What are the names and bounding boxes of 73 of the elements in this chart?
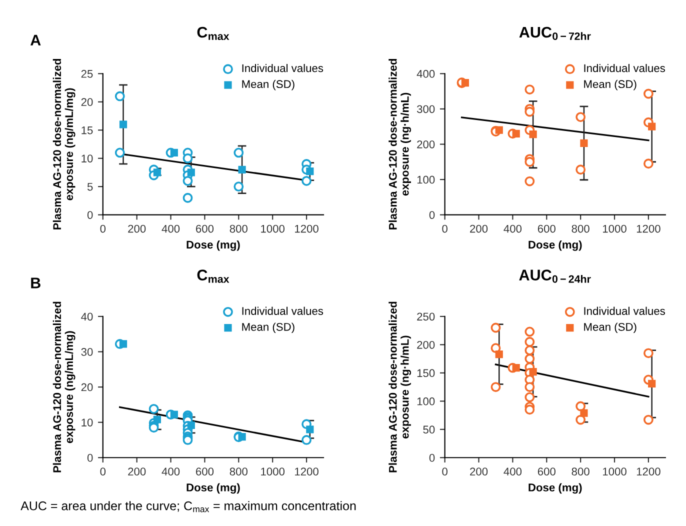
x-tick-label: 400 bbox=[162, 224, 180, 233]
y-tick-label: 40 bbox=[81, 312, 93, 321]
x-tick-label: 0 bbox=[100, 468, 106, 476]
legend-label: Mean (SD) bbox=[242, 322, 294, 334]
y-tick-label: 20 bbox=[81, 383, 93, 392]
y-tick-label: 150 bbox=[417, 369, 435, 378]
legend-label: Mean (SD) bbox=[584, 322, 636, 334]
y-tick-label: 100 bbox=[417, 397, 435, 406]
x-tick-label: 1000 bbox=[261, 468, 285, 476]
x-tick-label: 600 bbox=[538, 224, 556, 233]
legend-label: Individual values bbox=[584, 306, 665, 315]
legend-label: Individual values bbox=[584, 64, 665, 72]
x-tick-label: 600 bbox=[196, 468, 214, 476]
y-tick-label: 10 bbox=[82, 418, 93, 426]
y-axis-title: Plasma AG-120 dose-normalized exposure (ng/mL/mg) bbox=[52, 302, 76, 472]
chart-title: AUC$_{0−24hr}$ bbox=[519, 270, 591, 283]
x-axis-title: Dose (mg) bbox=[528, 483, 582, 494]
x-tick-label: 1200 bbox=[636, 468, 660, 476]
x-tick-label: 0 bbox=[100, 224, 106, 233]
x-tick-label: 1000 bbox=[603, 468, 626, 476]
x-tick-label: 0 bbox=[442, 468, 448, 476]
x-tick-label: 800 bbox=[572, 468, 590, 476]
y-tick-label: 0 bbox=[429, 454, 435, 462]
legend-label: Mean (SD) bbox=[584, 80, 636, 90]
x-tick-label: 200 bbox=[470, 224, 488, 233]
x-tick-label: 800 bbox=[572, 224, 590, 233]
x-axis-title: Dose (mg) bbox=[186, 240, 240, 251]
x-tick-label: 1200 bbox=[295, 468, 318, 476]
y-tick-label: 25 bbox=[81, 70, 93, 78]
legend-label: Mean (SD) bbox=[242, 80, 294, 90]
y-axis-title: Plasma AG-120 dose-normalized exposure (ng·h/mL) bbox=[388, 302, 412, 472]
chart-title: C$_{max}$ bbox=[197, 270, 230, 283]
y-tick-label: 10 bbox=[82, 154, 93, 162]
x-axis-title: Dose (mg) bbox=[186, 483, 240, 494]
legend-label: Individual values bbox=[242, 64, 324, 72]
x-tick-label: 200 bbox=[128, 468, 146, 476]
y-axis-title: Plasma AG-120 dose-normalized exposure (ng·h/mL) bbox=[388, 59, 412, 230]
y-tick-label: 50 bbox=[423, 426, 435, 434]
y-tick-label: 0 bbox=[429, 211, 435, 219]
text: AUC = area under the curve; C$_{max}$ = maximum concentration bbox=[20, 501, 356, 512]
x-tick-label: 400 bbox=[504, 224, 522, 233]
y-tick-label: 300 bbox=[416, 105, 435, 114]
x-tick-label: 1000 bbox=[603, 224, 626, 233]
chart-title: AUC$_{0−72hr}$ bbox=[519, 26, 591, 40]
x-tick-label: 0 bbox=[442, 224, 448, 233]
x-tick-label: 200 bbox=[128, 224, 146, 233]
y-tick-label: 15 bbox=[82, 126, 93, 134]
y-tick-label: 30 bbox=[81, 348, 93, 356]
y-tick-label: 0 bbox=[87, 211, 93, 219]
y-tick-label: 20 bbox=[81, 98, 93, 106]
text: A bbox=[30, 34, 41, 46]
x-tick-label: 1200 bbox=[295, 224, 318, 233]
x-tick-label: 400 bbox=[162, 468, 180, 476]
x-tick-label: 400 bbox=[504, 468, 522, 476]
x-tick-label: 200 bbox=[470, 468, 488, 476]
x-tick-label: 600 bbox=[538, 468, 556, 476]
chart-title: C$_{max}$ bbox=[197, 26, 230, 40]
y-tick-label: 200 bbox=[417, 340, 435, 349]
x-tick-label: 600 bbox=[196, 224, 214, 233]
x-tick-label: 800 bbox=[230, 224, 248, 233]
y-tick-label: 200 bbox=[417, 140, 435, 148]
y-tick-label: 0 bbox=[87, 454, 93, 462]
x-axis-title: Dose (mg) bbox=[528, 240, 582, 251]
y-axis-title: Plasma AG-120 dose-normalized exposure (ng/mL/mg) bbox=[52, 59, 76, 230]
y-tick-label: 5 bbox=[87, 182, 93, 191]
x-tick-label: 1200 bbox=[636, 224, 660, 233]
y-tick-label: 250 bbox=[417, 312, 435, 321]
y-tick-label: 100 bbox=[417, 176, 435, 184]
x-tick-label: 1000 bbox=[261, 224, 285, 233]
text: B bbox=[31, 278, 40, 288]
legend-label: Individual values bbox=[242, 306, 324, 315]
x-tick-label: 800 bbox=[230, 468, 248, 476]
y-tick-label: 400 bbox=[416, 70, 435, 78]
